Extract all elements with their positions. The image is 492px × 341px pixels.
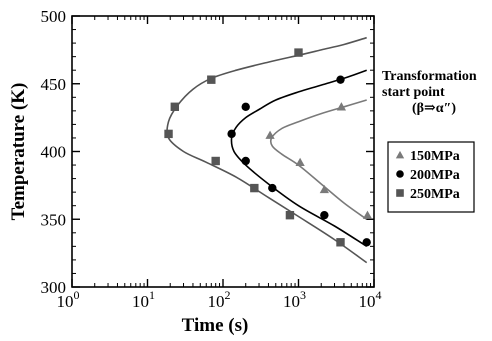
y-tick-label: 500	[41, 7, 67, 26]
data-point-200mpa	[336, 75, 345, 84]
data-point-250mpa	[250, 183, 259, 193]
data-point-200mpa	[241, 102, 250, 111]
data-point-250mpa	[207, 75, 216, 84]
axes-layer	[71, 15, 375, 288]
data-point-150mpa	[319, 184, 329, 194]
y-tick-label: 300	[41, 278, 67, 297]
data-point-200mpa	[320, 210, 329, 220]
x-tick-label: 102	[208, 288, 231, 311]
data-point-250mpa	[164, 129, 173, 139]
legend-title-line: Transformation	[382, 69, 477, 84]
legend-marker-250mpa	[396, 189, 404, 197]
data-point-250mpa	[211, 156, 220, 166]
legend-title-line: start point	[382, 85, 445, 100]
y-axis-title: Temperature (K)	[8, 83, 29, 221]
legend-label-200mpa: 200MPa	[410, 168, 460, 183]
data-point-200mpa	[268, 183, 277, 193]
x-axis-title: Time (s)	[182, 315, 249, 336]
legend-marker-200mpa	[396, 170, 404, 178]
legend-label-150mpa: 150MPa	[410, 149, 460, 164]
data-point-150mpa	[336, 102, 347, 111]
curve-150mpa	[269, 99, 368, 220]
curve-200mpa	[230, 69, 368, 247]
plot-frame	[71, 15, 375, 288]
marker-layer	[164, 48, 373, 247]
data-point-200mpa	[362, 238, 371, 247]
curve-250mpa	[166, 36, 368, 264]
x-tick-label: 101	[132, 288, 155, 311]
curve-layer	[166, 36, 368, 264]
data-point-200mpa	[241, 156, 250, 166]
legend-box	[387, 141, 475, 213]
data-point-150mpa	[362, 210, 373, 219]
data-point-200mpa	[227, 129, 236, 139]
legend-marker-150mpa	[395, 150, 405, 159]
data-point-150mpa	[295, 157, 305, 167]
legend-title-line: (β⇒α″)	[412, 101, 456, 116]
data-point-250mpa	[285, 210, 295, 220]
y-tick-label: 450	[41, 75, 67, 94]
x-tick-label: 104	[359, 288, 382, 311]
x-tick-label: 103	[283, 288, 306, 311]
data-point-250mpa	[170, 102, 180, 111]
data-point-250mpa	[336, 238, 345, 247]
legend-label-250mpa: 250MPa	[410, 187, 460, 202]
label-layer: 100 101 102 103 104 300 350 400 450 500 Time (s) Te…	[8, 7, 382, 336]
data-point-150mpa	[265, 130, 275, 139]
y-tick-label: 350	[41, 210, 67, 229]
x-tick-label: 100	[57, 288, 80, 311]
y-tick-label: 400	[41, 143, 67, 162]
data-point-250mpa	[294, 48, 303, 57]
